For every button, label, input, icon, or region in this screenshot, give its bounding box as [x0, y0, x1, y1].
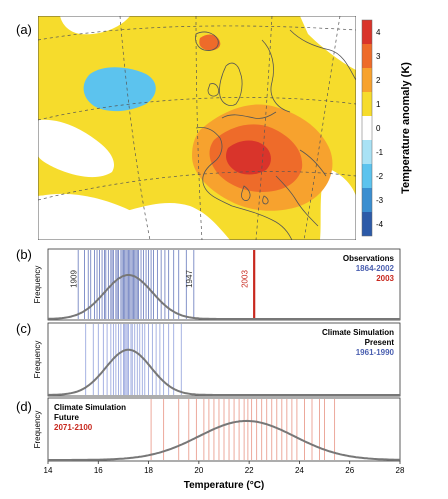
y-axis-label: Frequency [33, 341, 42, 379]
panel-frame [47, 248, 401, 321]
neutral-region [60, 16, 130, 35]
neutral-region [320, 168, 356, 240]
colorbar-tick-label: 0 [376, 124, 381, 133]
colorbar-tick-label: 4 [376, 28, 381, 37]
x-tick-label: 26 [345, 466, 354, 475]
graticule [38, 16, 356, 240]
histogram-panel-c: Frequency Climate SimulationPresent1961-1… [33, 322, 401, 397]
colorbar: 4 3 2 1 0 -1 -2 -3 -4 [361, 19, 384, 237]
distribution-curve [48, 419, 401, 461]
x-tick-label: 16 [94, 466, 103, 475]
legend-subtitle: Future [54, 413, 79, 422]
colorbar-tick-label: -4 [376, 220, 384, 229]
neutral-region [38, 193, 170, 240]
anomaly-region-4K [226, 140, 271, 175]
panel-a-label: (a) [16, 22, 32, 37]
anomaly-map [38, 16, 356, 240]
legend-period: 2071-2100 [54, 423, 93, 432]
anomaly-region-3K [199, 34, 221, 51]
x-tick-label: 22 [245, 466, 254, 475]
colorbar-tick-label: 2 [376, 76, 381, 85]
x-tick-label: 14 [44, 466, 53, 475]
x-axis: 14 16 18 20 22 24 26 28 [44, 461, 405, 475]
year-annotation: 2003 [240, 270, 249, 288]
cold-anomaly-region [83, 67, 156, 112]
legend-subtitle: Present [365, 338, 395, 347]
y-axis-label: Frequency [33, 411, 42, 449]
colorbar-tick-label: -1 [376, 148, 384, 157]
colorbar-title: Temperature anomaly (K) [400, 62, 412, 194]
colorbar-segment [362, 92, 372, 116]
colorbar-segment [362, 116, 372, 140]
colorbar-frame [361, 19, 373, 237]
x-tick-label: 18 [144, 466, 153, 475]
colorbar-segment [362, 20, 372, 44]
x-tick-label: 28 [396, 466, 405, 475]
neutral-region [38, 119, 115, 178]
panel-b-label: (b) [16, 247, 32, 262]
colorbar-segment [362, 44, 372, 68]
colorbar-tick-label: -2 [376, 172, 384, 181]
colorbar-tick-label: 3 [376, 52, 381, 61]
year-annotation: 1909 [69, 270, 78, 288]
colorbar-segment [362, 164, 372, 188]
panel-c-label: (c) [16, 321, 31, 336]
distribution-curve [48, 274, 400, 320]
panel-d-label: (d) [16, 399, 32, 414]
y-axis-label: Frequency [33, 266, 42, 304]
colorbar-segment [362, 140, 372, 164]
colorbar-tick-label: 1 [376, 100, 381, 109]
year-annotation: 1947 [185, 270, 194, 288]
neutral-region [300, 16, 356, 70]
legend-period: 1961-1990 [356, 348, 395, 357]
colorbar-segment [362, 212, 372, 236]
colorbar-tick-label: -3 [376, 196, 384, 205]
coastlines [195, 29, 356, 240]
x-tick-label: 24 [295, 466, 304, 475]
colorbar-segment [362, 188, 372, 212]
x-tick-label: 20 [194, 466, 203, 475]
legend-period: 1864-2002 [356, 264, 395, 273]
x-axis-label: Temperature (°C) [184, 480, 265, 491]
legend-highlight: 2003 [376, 274, 394, 283]
histogram-panel-d: Frequency Climate SimulationFuture2071-21… [33, 397, 401, 462]
distribution-curve [48, 348, 400, 396]
panel-frame [47, 322, 401, 397]
colorbar-segment [362, 68, 372, 92]
legend-title: Observations [343, 254, 395, 263]
legend-title: Climate Simulation [322, 328, 394, 337]
legend-title: Climate Simulation [54, 403, 126, 412]
